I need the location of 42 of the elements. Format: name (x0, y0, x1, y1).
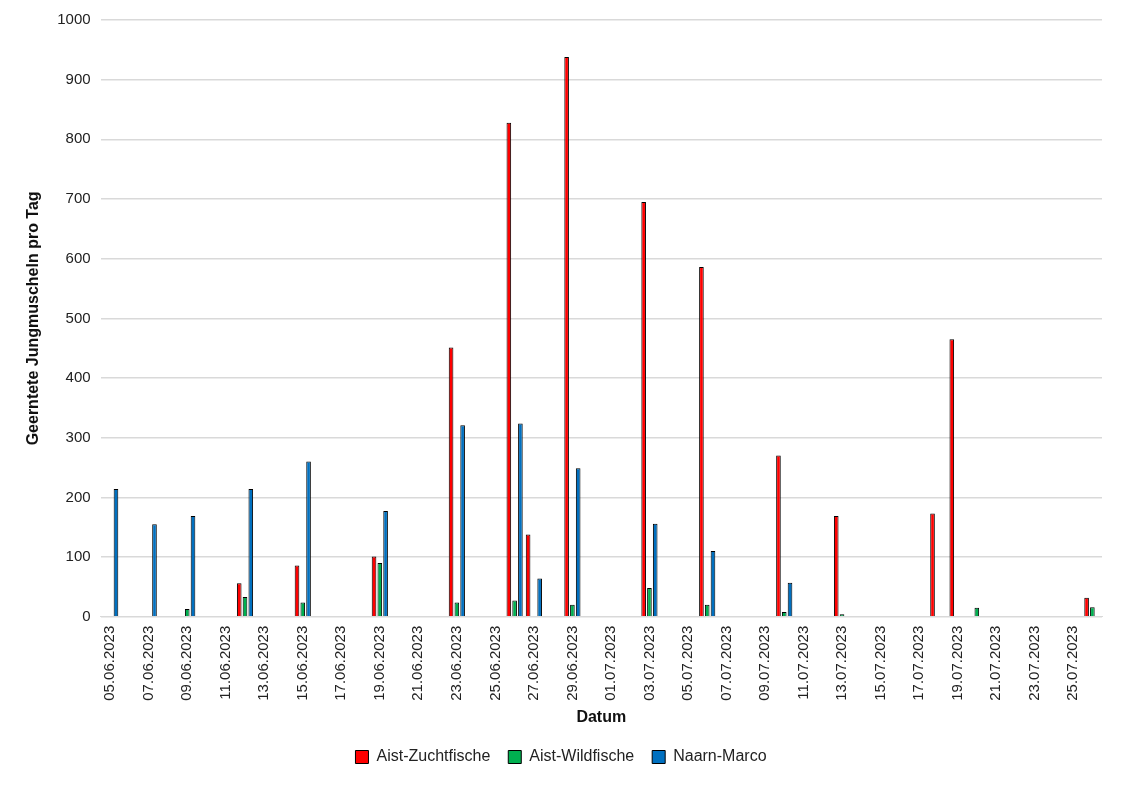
legend-label: Aist-Wildfische (529, 747, 635, 765)
y-tick-label: 200 (65, 487, 91, 505)
y-tick-label: 300 (65, 427, 91, 445)
x-axis-title: Datum (576, 707, 627, 725)
x-tick-label: 19.06.2023 (369, 625, 387, 701)
x-tick-label: 01.07.2023 (601, 625, 619, 701)
y-tick-label: 800 (65, 129, 91, 147)
y-tick-label: 900 (65, 69, 91, 87)
x-tick-label: 15.06.2023 (292, 625, 310, 701)
legend-label: Naarn-Marco (673, 747, 767, 765)
y-tick-label: 0 (82, 606, 91, 624)
x-tick-label: 17.07.2023 (909, 625, 927, 701)
x-tick-label: 15.07.2023 (870, 625, 888, 701)
x-tick-label: 05.06.2023 (100, 625, 118, 701)
legend-label: Aist-Zuchtfische (376, 747, 491, 765)
y-axis-title: Geerntete Jungmuscheln pro Tag (24, 191, 42, 446)
y-tick-label: 600 (65, 248, 91, 266)
y-tick-label: 100 (65, 547, 91, 565)
x-tick-label: 13.07.2023 (832, 625, 850, 701)
x-tick-label: 11.06.2023 (215, 625, 233, 700)
x-tick-label: 09.07.2023 (755, 625, 773, 701)
x-tick-label: 29.06.2023 (562, 625, 580, 701)
y-tick-label: 500 (65, 308, 91, 326)
x-tick-label: 23.06.2023 (446, 625, 464, 701)
x-tick-label: 03.07.2023 (639, 625, 657, 701)
x-tick-label: 13.06.2023 (254, 625, 272, 701)
x-tick-label: 07.06.2023 (138, 625, 156, 701)
x-tick-label: 21.07.2023 (986, 625, 1004, 701)
x-tick-label: 27.06.2023 (524, 625, 542, 701)
x-tick-label: 21.06.2023 (408, 625, 426, 701)
x-tick-label: 19.07.2023 (947, 625, 965, 701)
x-tick-label: 23.07.2023 (1024, 625, 1042, 701)
y-tick-label: 400 (65, 368, 91, 386)
x-tick-label: 07.07.2023 (716, 625, 734, 701)
y-tick-label: 700 (65, 189, 91, 207)
x-tick-label: 05.07.2023 (678, 625, 696, 701)
x-tick-label: 09.06.2023 (177, 625, 195, 701)
y-tick-label: 1000 (57, 10, 91, 28)
x-tick-label: 25.06.2023 (485, 625, 503, 701)
x-tick-label: 17.06.2023 (331, 625, 349, 701)
x-tick-label: 25.07.2023 (1063, 625, 1081, 701)
x-tick-label: 11.07.2023 (793, 625, 811, 700)
